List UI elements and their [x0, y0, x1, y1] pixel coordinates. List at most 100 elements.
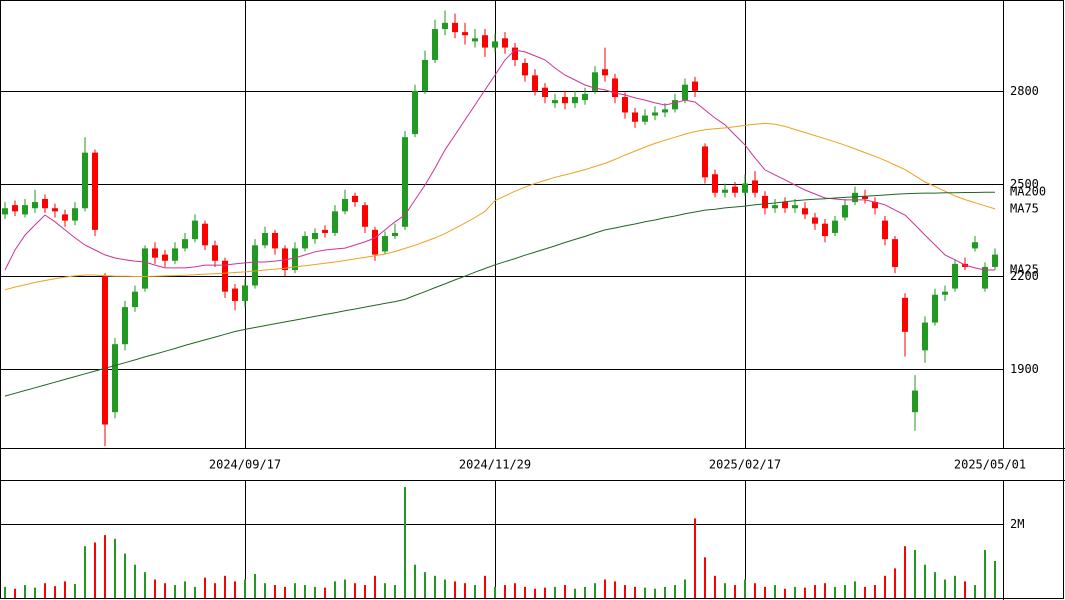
candle-body	[972, 242, 978, 249]
candle-body	[212, 245, 218, 261]
candle-body	[802, 208, 808, 215]
volume-bar	[704, 557, 706, 598]
volume-bar	[904, 546, 906, 598]
candle-body	[402, 137, 408, 227]
volume-bar	[314, 586, 316, 598]
volume-bar	[624, 585, 626, 598]
volume-bar	[534, 588, 536, 598]
candle-body	[52, 208, 58, 212]
volume-bar	[474, 585, 476, 598]
candle-body	[122, 307, 128, 345]
volume-bar	[694, 518, 696, 598]
candle-body	[832, 220, 838, 233]
candle-body	[542, 87, 548, 98]
volume-bar	[884, 575, 886, 598]
volume-bar	[514, 583, 516, 598]
candle-body	[512, 47, 518, 60]
candle-body	[482, 35, 488, 48]
volume-bar	[824, 583, 826, 598]
candle-body	[32, 202, 38, 209]
volume-bar	[4, 586, 6, 598]
candle-body	[472, 38, 478, 42]
candle-body	[132, 291, 138, 308]
y-tick-label: 1900	[1010, 362, 1039, 376]
volume-bar	[654, 588, 656, 598]
volume-bar	[524, 586, 526, 598]
candle-body	[102, 276, 108, 425]
volume-bar	[44, 583, 46, 598]
candle-body	[192, 220, 198, 240]
volume-bar	[754, 583, 756, 598]
volume-bar	[74, 583, 76, 598]
candle-body	[312, 232, 318, 240]
volume-bar	[774, 585, 776, 598]
candle-body	[662, 109, 668, 113]
candle-body	[302, 236, 308, 249]
candle-body	[742, 183, 748, 193]
volume-bar	[144, 572, 146, 598]
candle-body	[762, 195, 768, 209]
volume-bar	[714, 575, 716, 598]
volume-bar	[194, 586, 196, 598]
candle-body	[842, 205, 848, 218]
volume-bar	[234, 581, 236, 598]
volume-bar	[924, 564, 926, 598]
candle-body	[262, 232, 268, 246]
candle-body	[492, 41, 498, 48]
volume-bar	[434, 575, 436, 598]
volume-bar	[664, 586, 666, 598]
volume-bar	[384, 583, 386, 598]
volume-bar	[574, 588, 576, 598]
volume-bar	[954, 575, 956, 598]
volume-bar	[14, 588, 16, 598]
candle-body	[942, 291, 948, 295]
volume-bar	[564, 585, 566, 598]
x-tick-label: 2025/02/17	[709, 458, 781, 472]
volume-bar	[644, 587, 646, 598]
volume-bar	[364, 585, 366, 598]
volume-bar	[964, 581, 966, 598]
volume-bar	[94, 542, 96, 598]
volume-bar	[464, 583, 466, 598]
candle-body	[42, 198, 48, 209]
candle-body	[872, 202, 878, 209]
ma-line	[4, 49, 995, 271]
candle-body	[442, 22, 448, 30]
volume-bar	[994, 561, 996, 598]
candle-body	[412, 90, 418, 135]
volume-bar	[104, 535, 106, 598]
candle-body	[852, 192, 858, 203]
candle-body	[912, 390, 918, 413]
candle-body	[572, 97, 578, 104]
volume-bar	[734, 585, 736, 598]
volume-bar	[724, 583, 726, 598]
volume-bar	[164, 583, 166, 598]
candle-body	[522, 63, 528, 76]
volume-bar	[224, 575, 226, 598]
y-tick-label: 2500	[1010, 177, 1039, 191]
legend-label: MA25	[1010, 263, 1039, 277]
volume-bar	[604, 579, 606, 598]
candle-body	[502, 38, 508, 48]
volume-bar	[854, 581, 856, 598]
ma-line	[4, 191, 995, 397]
volume-bar	[784, 588, 786, 598]
candle-body	[552, 100, 558, 104]
volume-bar	[374, 575, 376, 598]
candle-body	[792, 205, 798, 209]
candle-body	[562, 97, 568, 104]
volume-bar	[154, 579, 156, 598]
volume-bar	[594, 583, 596, 598]
candle-body	[612, 78, 618, 98]
candle-body	[162, 254, 168, 261]
legend-label: MA200	[1010, 185, 1046, 199]
volume-bar	[54, 586, 56, 598]
candle-body	[332, 211, 338, 233]
candle-body	[932, 294, 938, 323]
candle-body	[732, 186, 738, 193]
candle-body	[982, 266, 988, 289]
candle-body	[372, 229, 378, 255]
volume-bar	[834, 586, 836, 598]
